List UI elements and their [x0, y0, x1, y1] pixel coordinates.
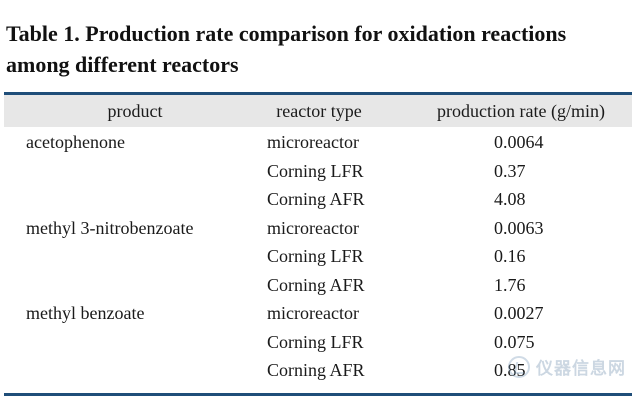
- table-header-band: [4, 95, 632, 127]
- cell-reactor-type: Corning LFR: [267, 160, 364, 181]
- table-top-rule: [4, 92, 632, 95]
- cell-reactor-type: microreactor: [267, 303, 359, 323]
- cell-production-rate: 1.76: [494, 274, 526, 295]
- table-caption-label: Table 1.: [6, 21, 80, 46]
- cell-reactor-type: Corning LFR: [267, 246, 364, 266]
- watermark-text: 仪器信息网: [536, 359, 626, 379]
- watermark: 仪器信息网: [508, 354, 626, 379]
- cell-production-rate: 0.16: [494, 246, 526, 266]
- table-caption-text: Production rate comparison for oxidation…: [6, 21, 567, 77]
- cell-production-rate: 0.37: [494, 160, 526, 181]
- cell-production-rate: 4.08: [494, 189, 526, 209]
- cell-production-rate: 0.0063: [494, 217, 544, 238]
- cell-reactor-type: Corning AFR: [267, 274, 365, 295]
- column-header-reactor-type: reactor type: [276, 101, 362, 121]
- cell-reactor-type: Corning LFR: [267, 331, 364, 352]
- data-table: product reactor type production rate (g/…: [4, 92, 632, 396]
- cell-production-rate: 0.0027: [494, 303, 544, 323]
- table-row: acetophenone microreactor 0.0064: [4, 128, 632, 157]
- table-row: Corning LFR 0.075: [4, 328, 632, 357]
- table-row: Corning AFR 1.76: [4, 271, 632, 300]
- instrument-logo-icon: [508, 355, 530, 378]
- cell-product: methyl benzoate: [26, 303, 145, 323]
- table-caption: Table 1. Production rate comparison for …: [6, 18, 632, 80]
- cell-reactor-type: microreactor: [267, 217, 359, 238]
- table-row: Corning AFR 4.08: [4, 185, 632, 214]
- cell-production-rate: 0.075: [494, 331, 535, 352]
- cell-reactor-type: Corning AFR: [267, 189, 365, 209]
- table-row: methyl 3-nitrobenzoate microreactor 0.00…: [4, 214, 632, 243]
- column-header-product: product: [107, 101, 163, 121]
- cell-reactor-type: Corning AFR: [267, 360, 365, 380]
- column-header-production-rate: production rate (g/min): [437, 101, 605, 121]
- table-bottom-rule: [4, 393, 632, 396]
- cell-reactor-type: microreactor: [267, 132, 359, 152]
- table-row: Corning LFR 0.37: [4, 157, 632, 186]
- cell-product: acetophenone: [26, 132, 125, 152]
- cell-production-rate: 0.0064: [494, 132, 544, 152]
- table-row: Corning LFR 0.16: [4, 242, 632, 271]
- table-row: methyl benzoate microreactor 0.0027: [4, 299, 632, 328]
- cell-product: methyl 3-nitrobenzoate: [26, 217, 194, 238]
